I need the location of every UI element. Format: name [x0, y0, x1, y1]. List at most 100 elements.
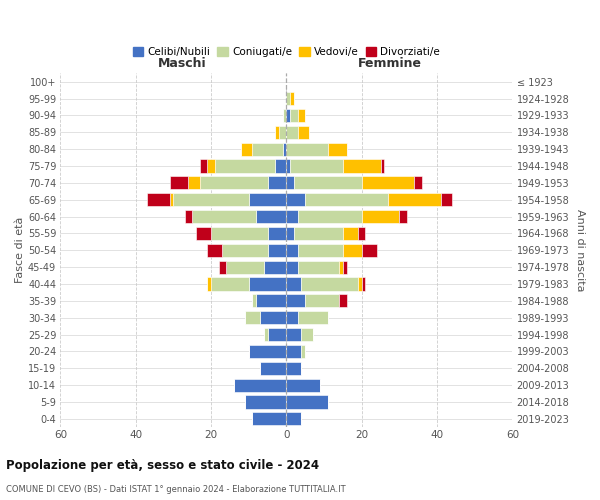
Bar	[211, 227, 268, 240]
Bar	[211, 278, 248, 290]
Bar	[275, 160, 286, 172]
Bar	[207, 160, 215, 172]
Bar	[298, 109, 305, 122]
Bar	[200, 176, 268, 190]
Bar	[305, 193, 388, 206]
Bar	[286, 278, 301, 290]
Bar	[286, 260, 298, 274]
Bar	[362, 176, 415, 190]
Bar	[358, 278, 362, 290]
Bar	[245, 311, 260, 324]
Bar	[415, 176, 422, 190]
Bar	[301, 278, 358, 290]
Bar	[256, 210, 286, 223]
Bar	[207, 278, 211, 290]
Y-axis label: Fasce di età: Fasce di età	[15, 217, 25, 284]
Bar	[185, 210, 192, 223]
Bar	[286, 160, 290, 172]
Bar	[294, 227, 343, 240]
Bar	[215, 160, 275, 172]
Bar	[268, 244, 286, 257]
Bar	[286, 142, 328, 156]
Bar	[286, 109, 290, 122]
Bar	[248, 345, 286, 358]
Bar	[298, 311, 328, 324]
Bar	[286, 244, 298, 257]
Bar	[441, 193, 452, 206]
Bar	[170, 193, 173, 206]
Legend: Celibi/Nubili, Coniugati/e, Vedovi/e, Divorziati/e: Celibi/Nubili, Coniugati/e, Vedovi/e, Di…	[128, 43, 445, 62]
Text: COMUNE DI CEVO (BS) - Dati ISTAT 1° gennaio 2024 - Elaborazione TUTTITALIA.IT: COMUNE DI CEVO (BS) - Dati ISTAT 1° genn…	[6, 485, 346, 494]
Bar	[286, 294, 305, 308]
Bar	[343, 227, 358, 240]
Bar	[279, 126, 286, 139]
Bar	[264, 328, 268, 341]
Bar	[196, 227, 211, 240]
Bar	[253, 294, 256, 308]
Bar	[362, 278, 365, 290]
Bar	[286, 176, 294, 190]
Bar	[380, 160, 385, 172]
Bar	[339, 260, 343, 274]
Bar	[268, 328, 286, 341]
Bar	[286, 412, 301, 426]
Bar	[305, 294, 339, 308]
Bar	[286, 345, 301, 358]
Bar	[343, 260, 347, 274]
Bar	[207, 244, 223, 257]
Bar	[200, 160, 207, 172]
Bar	[260, 311, 286, 324]
Bar	[275, 126, 279, 139]
Bar	[362, 210, 400, 223]
Bar	[286, 378, 320, 392]
Bar	[218, 260, 226, 274]
Bar	[248, 193, 286, 206]
Bar	[233, 378, 286, 392]
Text: Maschi: Maschi	[158, 57, 206, 70]
Y-axis label: Anni di nascita: Anni di nascita	[575, 209, 585, 292]
Bar	[290, 160, 343, 172]
Bar	[298, 244, 343, 257]
Bar	[298, 126, 309, 139]
Bar	[268, 176, 286, 190]
Text: Popolazione per età, sesso e stato civile - 2024: Popolazione per età, sesso e stato civil…	[6, 460, 319, 472]
Bar	[256, 294, 286, 308]
Bar	[290, 92, 294, 105]
Bar	[286, 396, 328, 408]
Bar	[283, 142, 286, 156]
Bar	[328, 142, 347, 156]
Text: Femmine: Femmine	[358, 57, 422, 70]
Bar	[260, 362, 286, 375]
Bar	[358, 227, 365, 240]
Bar	[286, 210, 298, 223]
Bar	[339, 294, 347, 308]
Bar	[400, 210, 407, 223]
Bar	[343, 244, 362, 257]
Bar	[362, 244, 377, 257]
Bar	[147, 193, 170, 206]
Bar	[173, 193, 248, 206]
Bar	[253, 412, 286, 426]
Bar	[286, 126, 298, 139]
Bar	[286, 328, 301, 341]
Bar	[286, 227, 294, 240]
Bar	[301, 328, 313, 341]
Bar	[226, 260, 264, 274]
Bar	[294, 176, 362, 190]
Bar	[343, 160, 380, 172]
Bar	[264, 260, 286, 274]
Bar	[301, 345, 305, 358]
Bar	[290, 109, 298, 122]
Bar	[241, 142, 253, 156]
Bar	[283, 109, 286, 122]
Bar	[192, 210, 256, 223]
Bar	[388, 193, 441, 206]
Bar	[298, 210, 362, 223]
Bar	[223, 244, 268, 257]
Bar	[268, 227, 286, 240]
Bar	[286, 311, 298, 324]
Bar	[298, 260, 339, 274]
Bar	[253, 142, 283, 156]
Bar	[286, 362, 301, 375]
Bar	[245, 396, 286, 408]
